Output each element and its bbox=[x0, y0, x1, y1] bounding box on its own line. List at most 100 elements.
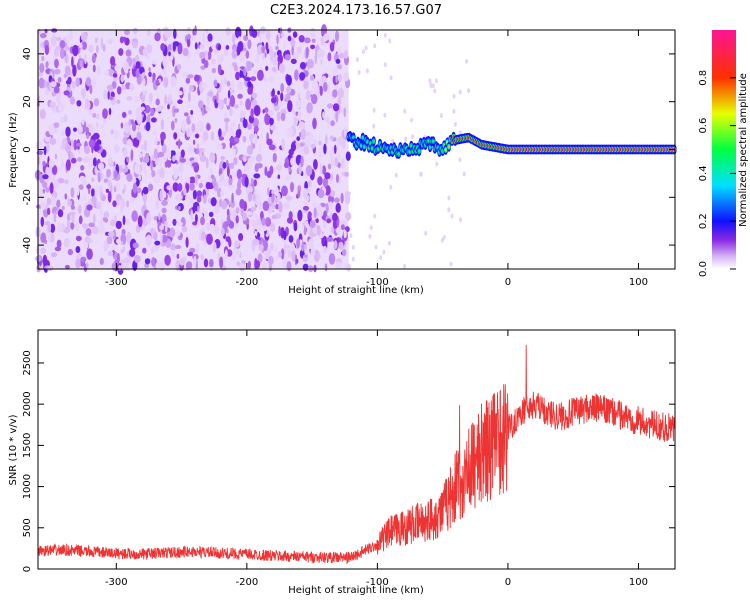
noise-cell bbox=[151, 117, 157, 123]
noise-speckle bbox=[387, 240, 391, 246]
noise-speckle bbox=[372, 123, 376, 129]
snr-xtick-label: -200 bbox=[236, 577, 259, 588]
noise-cell bbox=[223, 178, 229, 187]
noise-cell bbox=[125, 49, 132, 57]
noise-cell bbox=[110, 171, 115, 180]
noise-cell bbox=[163, 66, 167, 77]
noise-speckle bbox=[351, 256, 355, 262]
noise-cell bbox=[144, 258, 151, 265]
noise-cell bbox=[49, 196, 57, 206]
noise-cell bbox=[198, 100, 204, 109]
noise-cell bbox=[100, 172, 104, 180]
noise-cell bbox=[64, 143, 71, 153]
colorbar: 0.0 0.2 0.4 0.6 0.8 Normalized spectral ampl… bbox=[698, 30, 749, 277]
noise-cell bbox=[306, 224, 311, 235]
noise-speckle bbox=[383, 62, 387, 68]
noise-speckle bbox=[349, 233, 353, 238]
noise-cell bbox=[284, 162, 289, 169]
noise-cell bbox=[245, 50, 250, 59]
noise-cell bbox=[194, 74, 200, 82]
noise-cell bbox=[233, 148, 237, 155]
noise-cell bbox=[250, 206, 257, 212]
noise-cell bbox=[42, 254, 48, 267]
noise-cell bbox=[63, 114, 68, 123]
noise-cell bbox=[324, 172, 331, 180]
noise-cell bbox=[100, 37, 104, 49]
noise-cell bbox=[270, 222, 275, 233]
noise-cell bbox=[342, 248, 347, 257]
noise-cell bbox=[65, 159, 71, 171]
noise-cell bbox=[109, 96, 114, 101]
noise-cell bbox=[230, 121, 236, 130]
noise-speckle bbox=[459, 217, 462, 223]
noise-cell bbox=[132, 41, 138, 49]
noise-cell bbox=[275, 46, 279, 50]
colorbar-label: Normalized spectral amplitude bbox=[738, 73, 749, 227]
noise-cell bbox=[140, 144, 145, 151]
noise-cell bbox=[148, 183, 154, 192]
noise-cell bbox=[143, 155, 150, 164]
noise-cell bbox=[288, 235, 294, 243]
noise-cell bbox=[61, 130, 65, 137]
noise-cell bbox=[128, 118, 132, 126]
noise-cell bbox=[313, 207, 317, 219]
noise-cell bbox=[287, 35, 292, 42]
noise-cell bbox=[345, 212, 352, 221]
noise-cell bbox=[100, 191, 104, 199]
noise-cell bbox=[346, 263, 351, 272]
noise-speckle bbox=[368, 233, 372, 239]
noise-cell bbox=[102, 118, 107, 124]
noise-cell bbox=[220, 155, 226, 160]
noise-cell bbox=[320, 59, 323, 65]
noise-cell bbox=[159, 224, 165, 231]
noise-cell bbox=[48, 159, 55, 168]
noise-cell bbox=[91, 226, 99, 235]
signal-core bbox=[408, 150, 412, 154]
noise-speckle bbox=[383, 32, 387, 38]
noise-cell bbox=[220, 190, 225, 197]
noise-cell bbox=[135, 106, 141, 117]
signal-core bbox=[363, 145, 366, 149]
noise-cell bbox=[64, 179, 69, 185]
noise-cell bbox=[91, 188, 95, 198]
noise-cell bbox=[297, 110, 302, 122]
noise-speckle bbox=[440, 237, 444, 243]
noise-cell bbox=[216, 91, 219, 104]
noise-cell bbox=[132, 177, 137, 184]
noise-cell bbox=[119, 259, 125, 264]
noise-cell bbox=[262, 226, 267, 232]
noise-cell bbox=[252, 69, 258, 74]
noise-cell bbox=[129, 197, 136, 203]
noise-speckle bbox=[351, 244, 355, 250]
noise-cell bbox=[135, 187, 142, 194]
noise-cell bbox=[238, 233, 244, 241]
signal-core bbox=[417, 149, 421, 153]
noise-speckle bbox=[434, 78, 438, 84]
noise-speckle bbox=[435, 161, 439, 167]
noise-cell bbox=[203, 258, 209, 268]
noise-cell bbox=[212, 176, 217, 188]
noise-cell bbox=[54, 58, 59, 69]
noise-cell bbox=[244, 176, 249, 188]
noise-cell bbox=[312, 117, 317, 130]
noise-cell bbox=[253, 173, 261, 179]
snr-xlabel: Height of straight line (km) bbox=[288, 585, 424, 596]
noise-cell bbox=[46, 181, 50, 188]
noise-cell bbox=[112, 73, 118, 78]
noise-cell bbox=[94, 190, 99, 198]
noise-cell bbox=[237, 180, 241, 191]
noise-cell bbox=[205, 211, 209, 219]
noise-cell bbox=[309, 75, 315, 81]
noise-cell bbox=[232, 253, 236, 261]
noise-cell bbox=[157, 156, 162, 168]
noise-cell bbox=[86, 184, 92, 189]
noise-cell bbox=[337, 87, 345, 99]
noise-cell bbox=[309, 132, 314, 143]
noise-speckle bbox=[404, 136, 408, 142]
noise-cell bbox=[121, 229, 126, 235]
noise-cell bbox=[49, 81, 57, 88]
noise-cell bbox=[126, 218, 130, 226]
noise-cell bbox=[205, 157, 209, 169]
noise-cell bbox=[83, 121, 87, 132]
noise-cell bbox=[303, 145, 310, 155]
